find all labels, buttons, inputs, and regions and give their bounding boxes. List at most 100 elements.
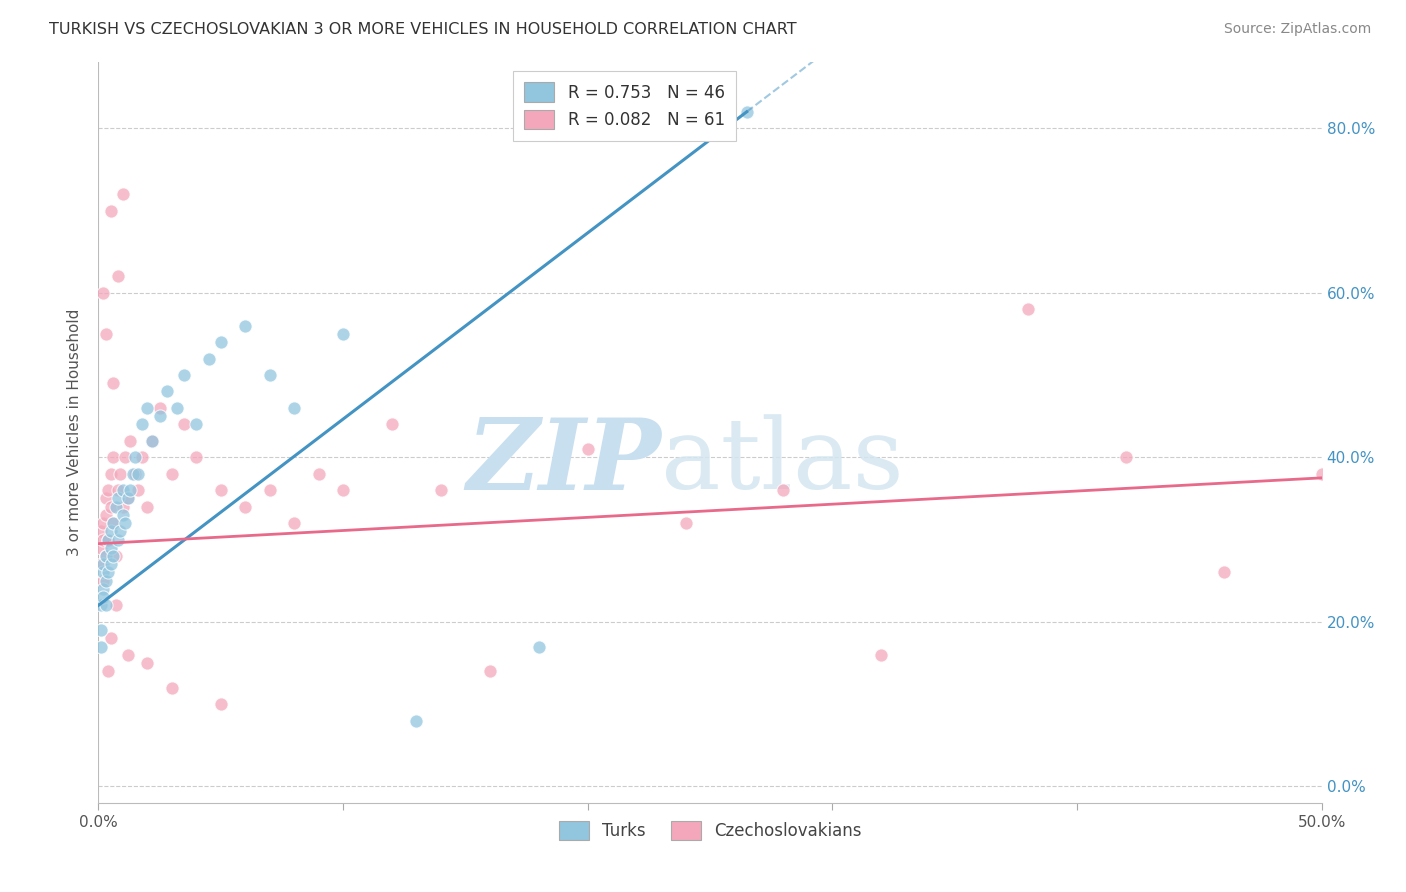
- Point: [91, 516, 114, 530]
- Point: [1017, 302, 1039, 317]
- Point: [104, 500, 127, 514]
- Point: [110, 467, 132, 481]
- Point: [186, 417, 208, 432]
- Point: [136, 401, 159, 415]
- Point: [405, 714, 427, 728]
- Point: [141, 434, 163, 448]
- Text: ZIP: ZIP: [467, 414, 661, 510]
- Point: [90, 558, 112, 572]
- Point: [104, 599, 127, 613]
- Point: [104, 549, 127, 563]
- Point: [91, 285, 114, 300]
- Point: [136, 656, 159, 670]
- Point: [136, 500, 159, 514]
- Point: [114, 516, 136, 530]
- Point: [94, 599, 117, 613]
- Point: [209, 335, 232, 350]
- Point: [111, 508, 134, 522]
- Point: [101, 516, 124, 530]
- Point: [100, 632, 122, 646]
- Point: [90, 599, 112, 613]
- Point: [90, 640, 112, 654]
- Point: [100, 524, 122, 539]
- Point: [209, 483, 232, 498]
- Point: [308, 467, 330, 481]
- Point: [90, 524, 112, 539]
- Point: [91, 533, 114, 547]
- Point: [117, 648, 139, 662]
- Point: [156, 384, 179, 399]
- Point: [100, 558, 122, 572]
- Point: [107, 483, 129, 498]
- Point: [1310, 467, 1333, 481]
- Point: [141, 434, 163, 448]
- Text: atlas: atlas: [661, 415, 904, 510]
- Point: [114, 450, 136, 465]
- Point: [121, 467, 143, 481]
- Point: [259, 368, 281, 382]
- Point: [197, 351, 219, 366]
- Point: [186, 450, 208, 465]
- Point: [131, 450, 153, 465]
- Point: [173, 368, 195, 382]
- Point: [91, 558, 114, 572]
- Point: [332, 483, 354, 498]
- Point: [233, 500, 256, 514]
- Point: [111, 500, 134, 514]
- Point: [101, 516, 124, 530]
- Point: [94, 326, 117, 341]
- Point: [97, 664, 120, 678]
- Point: [283, 516, 305, 530]
- Text: Source: ZipAtlas.com: Source: ZipAtlas.com: [1223, 22, 1371, 37]
- Point: [110, 524, 132, 539]
- Point: [478, 664, 501, 678]
- Point: [100, 467, 122, 481]
- Text: TURKISH VS CZECHOSLOVAKIAN 3 OR MORE VEHICLES IN HOUSEHOLD CORRELATION CHART: TURKISH VS CZECHOSLOVAKIAN 3 OR MORE VEH…: [49, 22, 797, 37]
- Point: [430, 483, 453, 498]
- Point: [117, 491, 139, 506]
- Point: [166, 401, 188, 415]
- Point: [120, 434, 142, 448]
- Point: [111, 187, 134, 202]
- Point: [124, 467, 146, 481]
- Point: [97, 483, 120, 498]
- Point: [127, 467, 149, 481]
- Point: [209, 697, 232, 711]
- Point: [101, 450, 124, 465]
- Point: [675, 516, 697, 530]
- Point: [149, 409, 172, 424]
- Point: [101, 376, 124, 391]
- Point: [100, 203, 122, 218]
- Point: [173, 417, 195, 432]
- Point: [381, 417, 404, 432]
- Point: [101, 549, 124, 563]
- Legend: Turks, Czechoslovakians: Turks, Czechoslovakians: [548, 811, 872, 850]
- Point: [120, 483, 142, 498]
- Point: [127, 483, 149, 498]
- Point: [91, 566, 114, 580]
- Point: [94, 549, 117, 563]
- Point: [97, 566, 120, 580]
- Point: [94, 574, 117, 588]
- Point: [107, 269, 129, 284]
- Point: [107, 533, 129, 547]
- Point: [94, 491, 117, 506]
- Point: [772, 483, 794, 498]
- Point: [124, 450, 146, 465]
- Point: [90, 541, 112, 555]
- Point: [94, 549, 117, 563]
- Point: [111, 483, 134, 498]
- Point: [97, 533, 120, 547]
- Point: [160, 681, 183, 695]
- Point: [91, 590, 114, 604]
- Point: [131, 417, 153, 432]
- Point: [735, 104, 758, 119]
- Point: [527, 640, 550, 654]
- Point: [259, 483, 281, 498]
- Point: [97, 533, 120, 547]
- Point: [283, 401, 305, 415]
- Point: [332, 326, 354, 341]
- Point: [94, 508, 117, 522]
- Point: [160, 467, 183, 481]
- Point: [870, 648, 893, 662]
